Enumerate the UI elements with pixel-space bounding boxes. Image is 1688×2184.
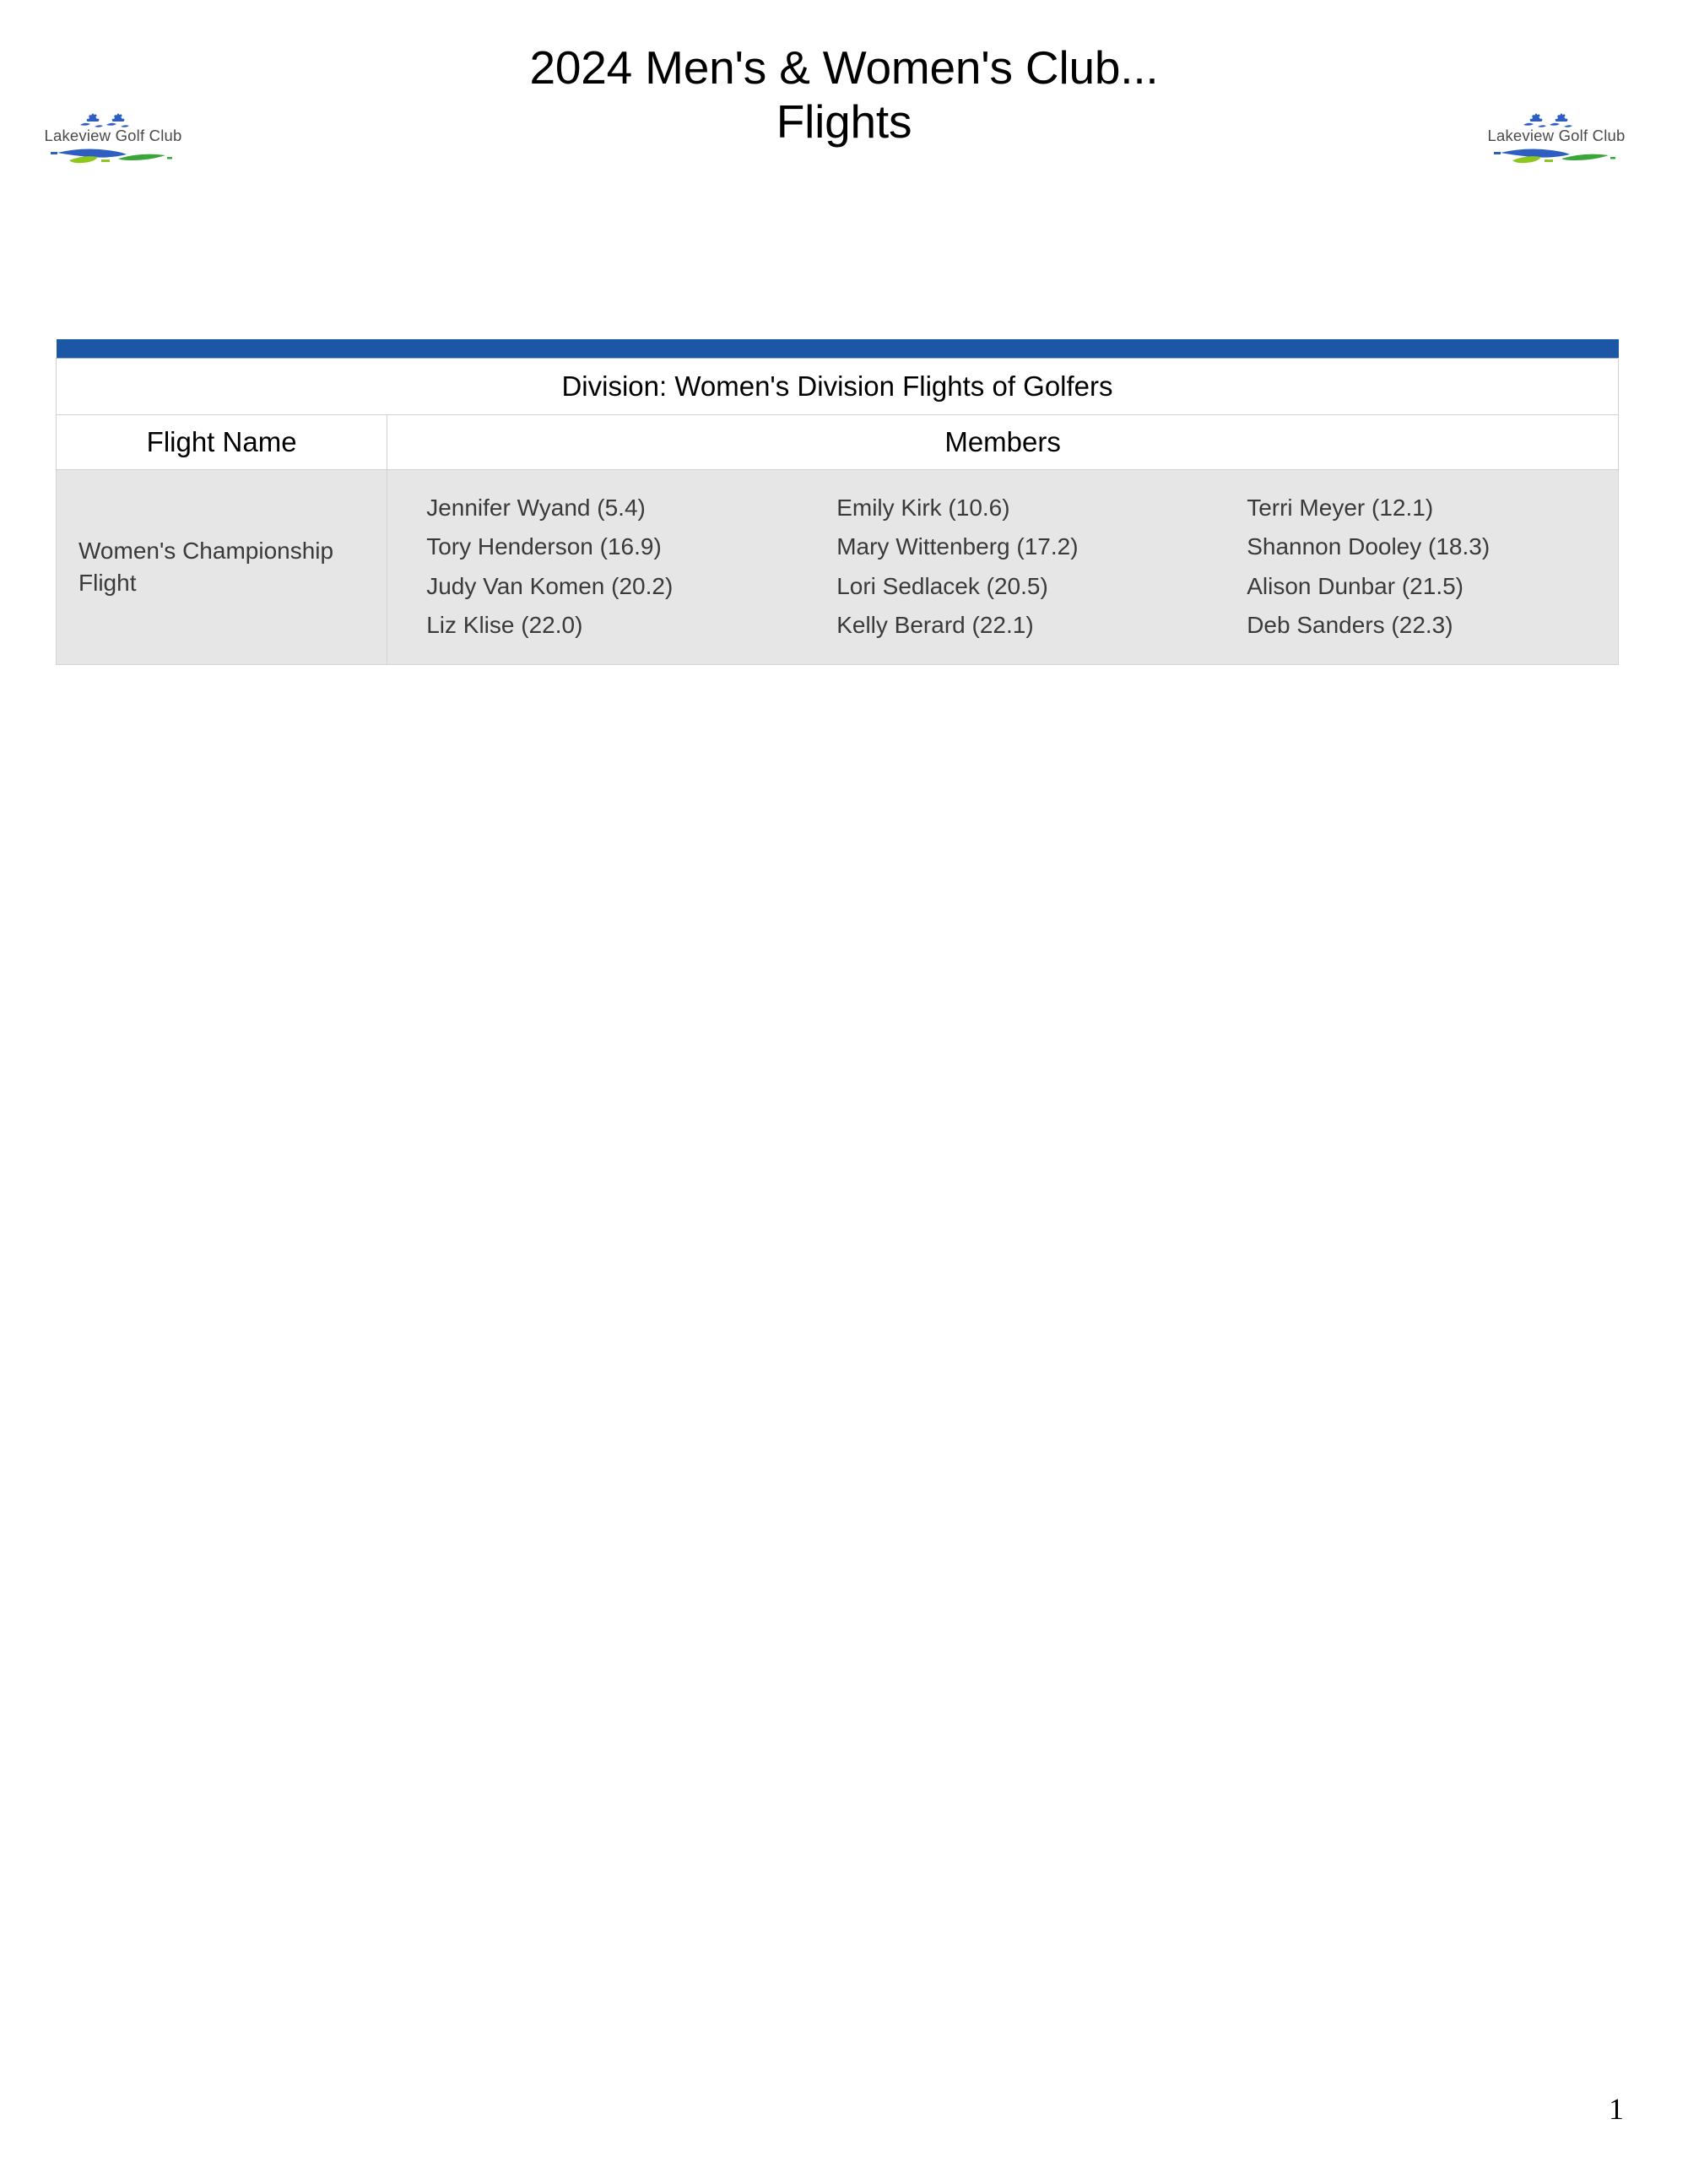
list-item: Lori Sedlacek (20.5) bbox=[836, 572, 1048, 599]
members-column-2: Emily Kirk (10.6) Mary Wittenberg (17.2)… bbox=[798, 489, 1208, 646]
page-title-line-1: 2024 Men's & Women's Club... bbox=[529, 41, 1159, 94]
flight-name-cell: Women's Championship Flight bbox=[55, 469, 388, 665]
page-number: 1 bbox=[1609, 2092, 1624, 2126]
list-item: Liz Klise (22.0) bbox=[426, 612, 583, 639]
lakeview-golf-club-logo-left: Lakeview Golf Club bbox=[41, 32, 186, 216]
members-cell: Jennifer Wyand (5.4) Tory Henderson (16.… bbox=[387, 469, 1619, 665]
division-header-cell: Division: Women's Division Flights of Go… bbox=[56, 358, 1619, 415]
svg-text:Lakeview Golf Club: Lakeview Golf Club bbox=[45, 127, 182, 144]
list-item: Shannon Dooley (18.3) bbox=[1247, 533, 1491, 560]
list-item: Emily Kirk (10.6) bbox=[836, 495, 1010, 521]
page-title: 2024 Men's & Women's Club... Flights bbox=[338, 41, 1350, 149]
table-accent-bar bbox=[56, 339, 1619, 359]
list-item: Tory Henderson (16.9) bbox=[426, 533, 662, 560]
members-column-3: Terri Meyer (12.1) Shannon Dooley (18.3)… bbox=[1208, 489, 1618, 646]
column-header-members: Members bbox=[387, 414, 1619, 470]
list-item: Kelly Berard (22.1) bbox=[836, 612, 1034, 639]
accent-bar-cell bbox=[56, 339, 1619, 359]
page-title-line-2: Flights bbox=[776, 95, 912, 149]
list-item: Alison Dunbar (21.5) bbox=[1247, 572, 1464, 599]
members-grid: Jennifer Wyand (5.4) Tory Henderson (16.… bbox=[387, 470, 1618, 664]
division-header-row: Division: Women's Division Flights of Go… bbox=[56, 358, 1619, 415]
members-column-1: Jennifer Wyand (5.4) Tory Henderson (16.… bbox=[387, 489, 798, 646]
lakeview-golf-club-logo-right: Lakeview Golf Club bbox=[1484, 32, 1629, 216]
column-header-row: Flight Name Members bbox=[55, 414, 1619, 470]
list-item: Jennifer Wyand (5.4) bbox=[426, 495, 646, 521]
golf-club-logo-icon: Lakeview Golf Club bbox=[1484, 32, 1629, 216]
golf-club-logo-icon: Lakeview Golf Club bbox=[41, 32, 186, 216]
flights-table: Division: Women's Division Flights of Go… bbox=[55, 339, 1619, 665]
list-item: Deb Sanders (22.3) bbox=[1247, 612, 1453, 639]
flight-name-text: Women's Championship Flight bbox=[78, 538, 334, 596]
svg-text:Lakeview Golf Club: Lakeview Golf Club bbox=[1488, 127, 1626, 144]
table-row: Women's Championship Flight Jennifer Wya… bbox=[55, 469, 1619, 665]
list-item: Terri Meyer (12.1) bbox=[1247, 495, 1434, 521]
list-item: Mary Wittenberg (17.2) bbox=[836, 533, 1079, 560]
page-header: Lakeview Golf Club 2024 Men's & Women's … bbox=[0, 0, 1688, 245]
list-item: Judy Van Komen (20.2) bbox=[426, 572, 674, 599]
column-header-flight-name: Flight Name bbox=[55, 414, 388, 470]
